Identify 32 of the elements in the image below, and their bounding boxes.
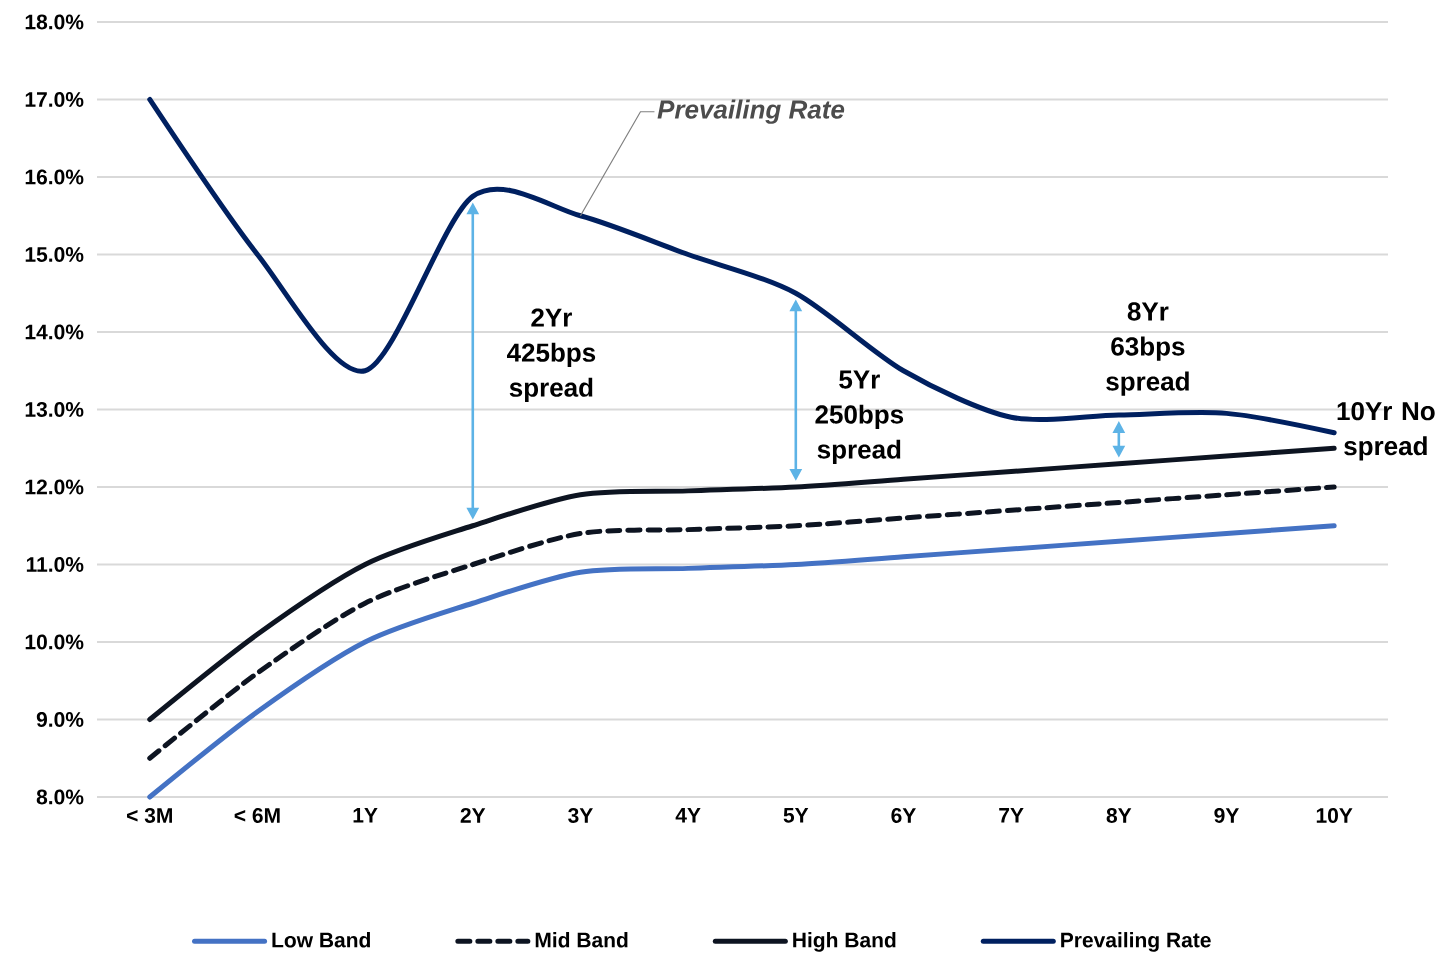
x-tick-label: < 3M bbox=[127, 808, 172, 823]
x-tick-label: 10Y bbox=[1316, 808, 1353, 823]
legend-label: Low Band bbox=[272, 932, 370, 948]
y-tick-label: 13.0% bbox=[25, 402, 84, 417]
legend-label: Prevailing Rate bbox=[1061, 932, 1211, 952]
annotation: 2Yr 425bps spread bbox=[506, 308, 596, 403]
y-tick-label: 11.0% bbox=[26, 557, 84, 572]
x-tick-label: 9Y bbox=[1214, 808, 1239, 823]
y-tick-label: 12.0% bbox=[25, 479, 84, 495]
x-tick-label: < 6M bbox=[234, 808, 280, 823]
x-tick-label: 1Y bbox=[353, 808, 378, 823]
y-tick-label: 10.0% bbox=[25, 634, 84, 650]
legend-label: High Band bbox=[793, 932, 896, 952]
y-tick-label: 9.0% bbox=[36, 712, 84, 727]
x-tick-label: 2Y bbox=[460, 808, 486, 823]
annotation: 8Yr 63bps spread bbox=[1106, 302, 1189, 396]
x-tick-label: 3Y bbox=[568, 808, 593, 823]
annotation: 5Yr 250bps spread bbox=[815, 370, 904, 464]
y-tick-label: 14.0% bbox=[25, 324, 84, 340]
x-tick-label: 6Y bbox=[891, 808, 916, 823]
x-tick-label: 5Y bbox=[783, 808, 809, 823]
x-tick-label: 7Y bbox=[999, 808, 1024, 823]
x-tick-label: 4Y bbox=[675, 808, 701, 823]
y-tick-label: 18.0% bbox=[25, 14, 84, 30]
annotation: 10Yr No spread bbox=[1337, 401, 1435, 461]
x-tick-label: 8Y bbox=[1106, 808, 1132, 823]
legend-label: Mid Band bbox=[535, 932, 628, 948]
y-tick-label: 8.0% bbox=[36, 789, 84, 805]
y-tick-label: 17.0% bbox=[25, 92, 84, 107]
y-tick-label: 15.0% bbox=[25, 247, 84, 262]
y-tick-label: 16.0% bbox=[25, 169, 84, 185]
annotation: Prevailing Rate bbox=[657, 99, 845, 124]
